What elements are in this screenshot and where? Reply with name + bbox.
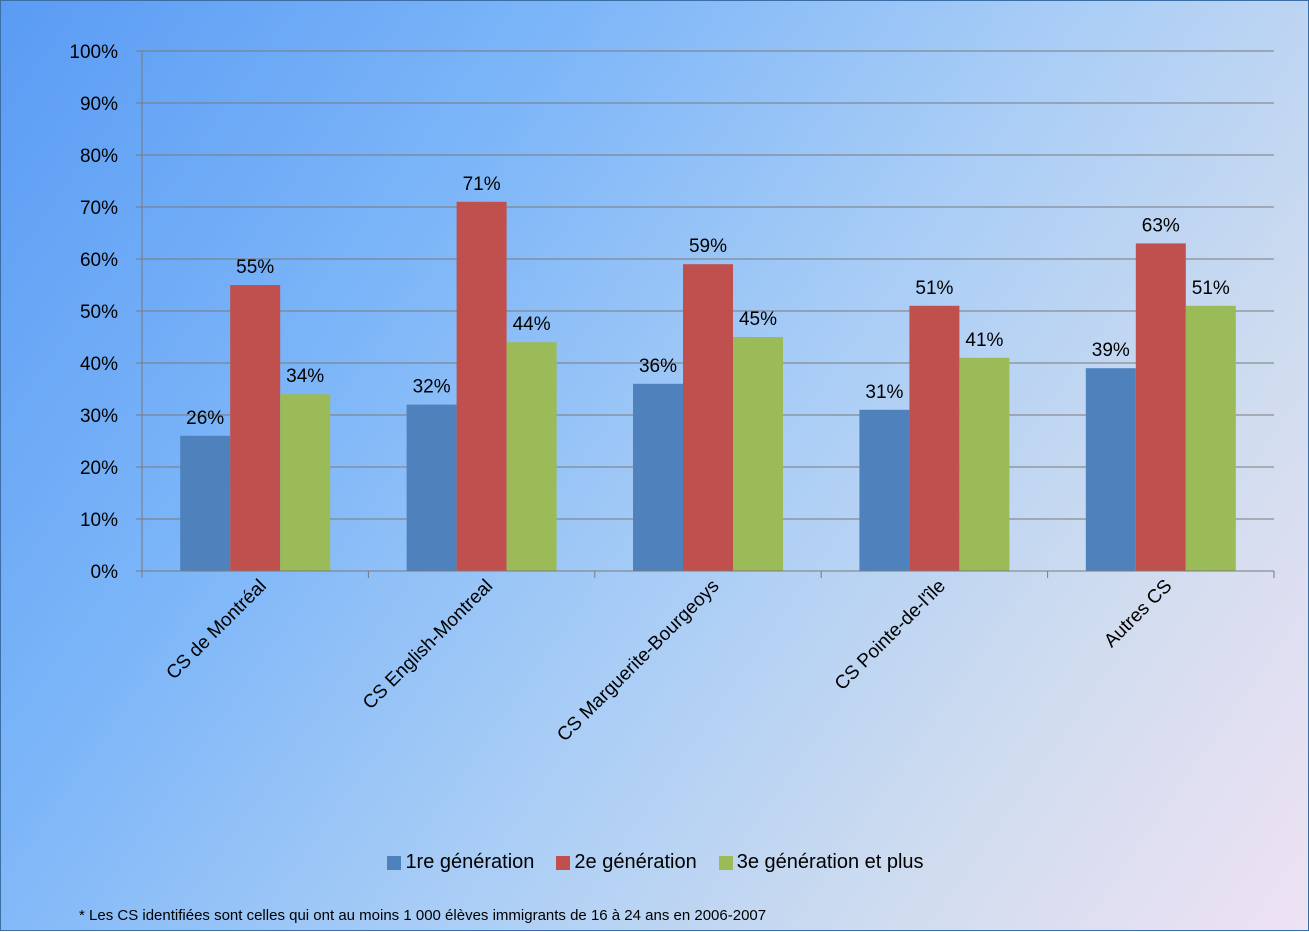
bar (959, 357, 1010, 571)
legend-label: 3e génération et plus (736, 851, 924, 873)
y-tick-label: 40% (80, 354, 118, 375)
legend-swatch (387, 855, 402, 870)
bar (506, 342, 557, 571)
legend-swatch (556, 855, 571, 870)
y-tick-label: 30% (80, 406, 118, 427)
y-tick-label: 100% (69, 42, 118, 63)
x-category-label: CS Pointe-de-l'île (831, 576, 950, 695)
data-label: 51% (1192, 278, 1230, 299)
data-label: 39% (1092, 340, 1130, 361)
data-label: 41% (965, 330, 1003, 351)
bar (1085, 368, 1136, 571)
data-label: 45% (739, 309, 777, 330)
data-label: 31% (865, 382, 903, 403)
bar (1185, 305, 1236, 571)
data-label: 34% (286, 366, 324, 387)
data-label: 59% (689, 236, 727, 257)
data-label: 36% (639, 356, 677, 377)
bar (859, 409, 910, 571)
data-label: 63% (1142, 215, 1180, 236)
x-category-label: CS de Montréal (163, 576, 271, 684)
y-tick-label: 0% (91, 562, 119, 583)
x-category-label: CS Marguerite-Bourgeoys (553, 576, 723, 746)
legend-swatch (718, 855, 733, 870)
y-tick-label: 60% (80, 250, 118, 271)
footnote: * Les CS identifiées sont celles qui ont… (79, 907, 767, 924)
bar (456, 201, 507, 572)
legend-item: 3e génération et plus (718, 851, 924, 874)
data-label: 26% (186, 408, 224, 429)
legend: 1re génération 2e génération 3e génération… (1, 851, 1309, 874)
y-tick-label: 90% (80, 94, 118, 115)
bar (1135, 243, 1186, 571)
y-tick-label: 20% (80, 458, 118, 479)
y-tick-label: 10% (80, 510, 118, 531)
data-label: 44% (513, 314, 551, 335)
legend-label: 1re génération (405, 851, 535, 873)
x-category-label: Autres CS (1100, 576, 1176, 652)
bar (683, 264, 733, 571)
data-label: 71% (463, 174, 501, 195)
bar (230, 285, 281, 571)
bar (406, 404, 457, 571)
legend-item: 1re génération (387, 851, 534, 874)
data-label: 51% (915, 278, 953, 299)
y-tick-label: 50% (80, 302, 118, 323)
bar (280, 394, 331, 571)
bar (909, 305, 960, 571)
bar (733, 337, 783, 571)
legend-label: 2e génération (574, 851, 697, 873)
data-label: 55% (236, 257, 274, 278)
data-label: 32% (413, 377, 451, 398)
x-category-label: CS English-Montreal (359, 576, 497, 714)
bar (180, 435, 231, 571)
legend-item: 2e génération (556, 851, 697, 874)
y-tick-label: 80% (80, 146, 118, 167)
bar (633, 383, 683, 571)
y-tick-label: 70% (80, 198, 118, 219)
